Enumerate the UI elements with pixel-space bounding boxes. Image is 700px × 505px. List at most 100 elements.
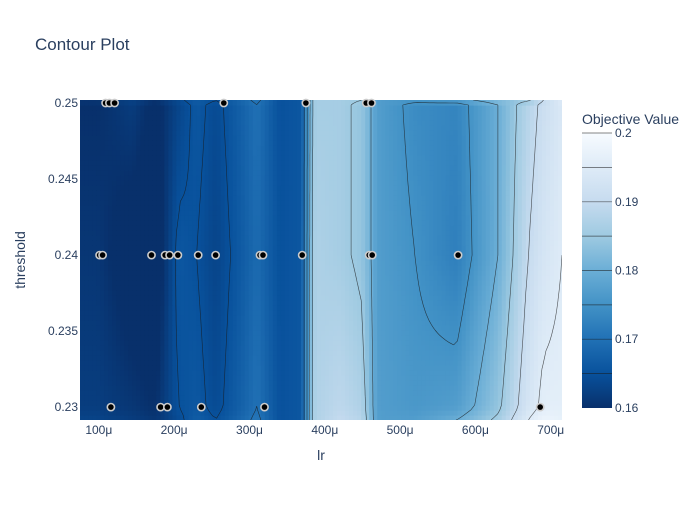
contour-cell <box>289 260 294 266</box>
contour-cell <box>345 290 350 296</box>
contour-cell <box>329 325 334 331</box>
contour-cell <box>437 365 442 371</box>
contour-cell <box>373 400 378 406</box>
contour-cell <box>229 215 234 221</box>
contour-cell <box>393 400 398 406</box>
contour-cell <box>361 245 366 251</box>
contour-cell <box>253 270 258 276</box>
contour-cell <box>409 315 414 321</box>
contour-cell <box>253 315 258 321</box>
contour-cell <box>233 315 238 321</box>
contour-cell <box>437 270 442 276</box>
contour-cell <box>546 380 551 386</box>
contour-cell <box>401 270 406 276</box>
contour-cell <box>397 365 402 371</box>
contour-cell <box>546 250 551 256</box>
contour-cell <box>84 370 89 376</box>
contour-cell <box>176 370 181 376</box>
contour-cell <box>417 330 422 336</box>
contour-cell <box>241 320 246 326</box>
contour-cell <box>550 250 555 256</box>
contour-cell <box>325 385 330 391</box>
contour-cell <box>293 380 298 386</box>
contour-cell <box>337 325 342 331</box>
contour-cell <box>253 345 258 351</box>
contour-cell <box>237 265 242 271</box>
contour-cell <box>381 355 386 361</box>
contour-cell <box>522 390 527 396</box>
contour-cell <box>112 220 117 226</box>
contour-cell <box>429 370 434 376</box>
contour-cell <box>201 235 206 241</box>
contour-cell <box>393 270 398 276</box>
contour-cell <box>397 380 402 386</box>
contour-cell <box>365 240 370 246</box>
contour-cell <box>474 285 479 291</box>
contour-cell <box>112 210 117 216</box>
contour-cell <box>136 330 141 336</box>
contour-cell <box>297 320 302 326</box>
contour-cell <box>140 325 145 331</box>
contour-cell <box>409 375 414 381</box>
contour-cell <box>401 250 406 256</box>
contour-cell <box>530 250 535 256</box>
contour-cell <box>140 395 145 401</box>
contour-cell <box>506 280 511 286</box>
contour-cell <box>160 240 165 246</box>
contour-cell <box>293 215 298 221</box>
contour-cell <box>156 225 161 231</box>
contour-cell <box>285 260 290 266</box>
contour-cell <box>325 320 330 326</box>
contour-cell <box>285 295 290 301</box>
contour-cell <box>446 315 451 321</box>
contour-cell <box>538 295 543 301</box>
contour-cell <box>333 345 338 351</box>
contour-cell <box>470 335 475 341</box>
contour-cell <box>92 215 97 221</box>
contour-cell <box>514 290 519 296</box>
contour-cell <box>349 295 354 301</box>
contour-cell <box>526 330 531 336</box>
contour-cell <box>289 310 294 316</box>
contour-cell <box>152 220 157 226</box>
contour-cell <box>482 285 487 291</box>
contour-cell <box>100 285 105 291</box>
contour-cell <box>558 240 563 246</box>
contour-cell <box>474 305 479 311</box>
contour-cell <box>281 400 286 406</box>
contour-cell <box>257 270 262 276</box>
contour-cell <box>502 235 507 241</box>
contour-cell <box>233 275 238 281</box>
contour-cell <box>188 255 193 261</box>
contour-cell <box>112 260 117 266</box>
contour-cell <box>321 370 326 376</box>
contour-cell <box>201 290 206 296</box>
contour-cell <box>413 365 418 371</box>
contour-cell <box>273 335 278 341</box>
contour-cell <box>446 345 451 351</box>
contour-cell <box>417 240 422 246</box>
contour-cell <box>281 225 286 231</box>
contour-cell <box>221 320 226 326</box>
contour-cell <box>534 340 539 346</box>
contour-cell <box>301 395 306 401</box>
contour-cell <box>285 235 290 241</box>
contour-cell <box>209 275 214 281</box>
contour-cell <box>373 260 378 266</box>
contour-cell <box>474 415 479 421</box>
contour-cell <box>84 320 89 326</box>
contour-cell <box>124 250 129 256</box>
contour-cell <box>192 370 197 376</box>
contour-cell <box>213 295 218 301</box>
contour-cell <box>80 265 85 271</box>
contour-cell <box>245 250 250 256</box>
contour-cell <box>205 335 210 341</box>
contour-cell <box>522 400 527 406</box>
contour-cell <box>112 395 117 401</box>
contour-cell <box>401 360 406 366</box>
contour-cell <box>289 225 294 231</box>
contour-cell <box>506 220 511 226</box>
contour-cell <box>442 410 447 416</box>
contour-cell <box>241 380 246 386</box>
contour-cell <box>217 320 222 326</box>
